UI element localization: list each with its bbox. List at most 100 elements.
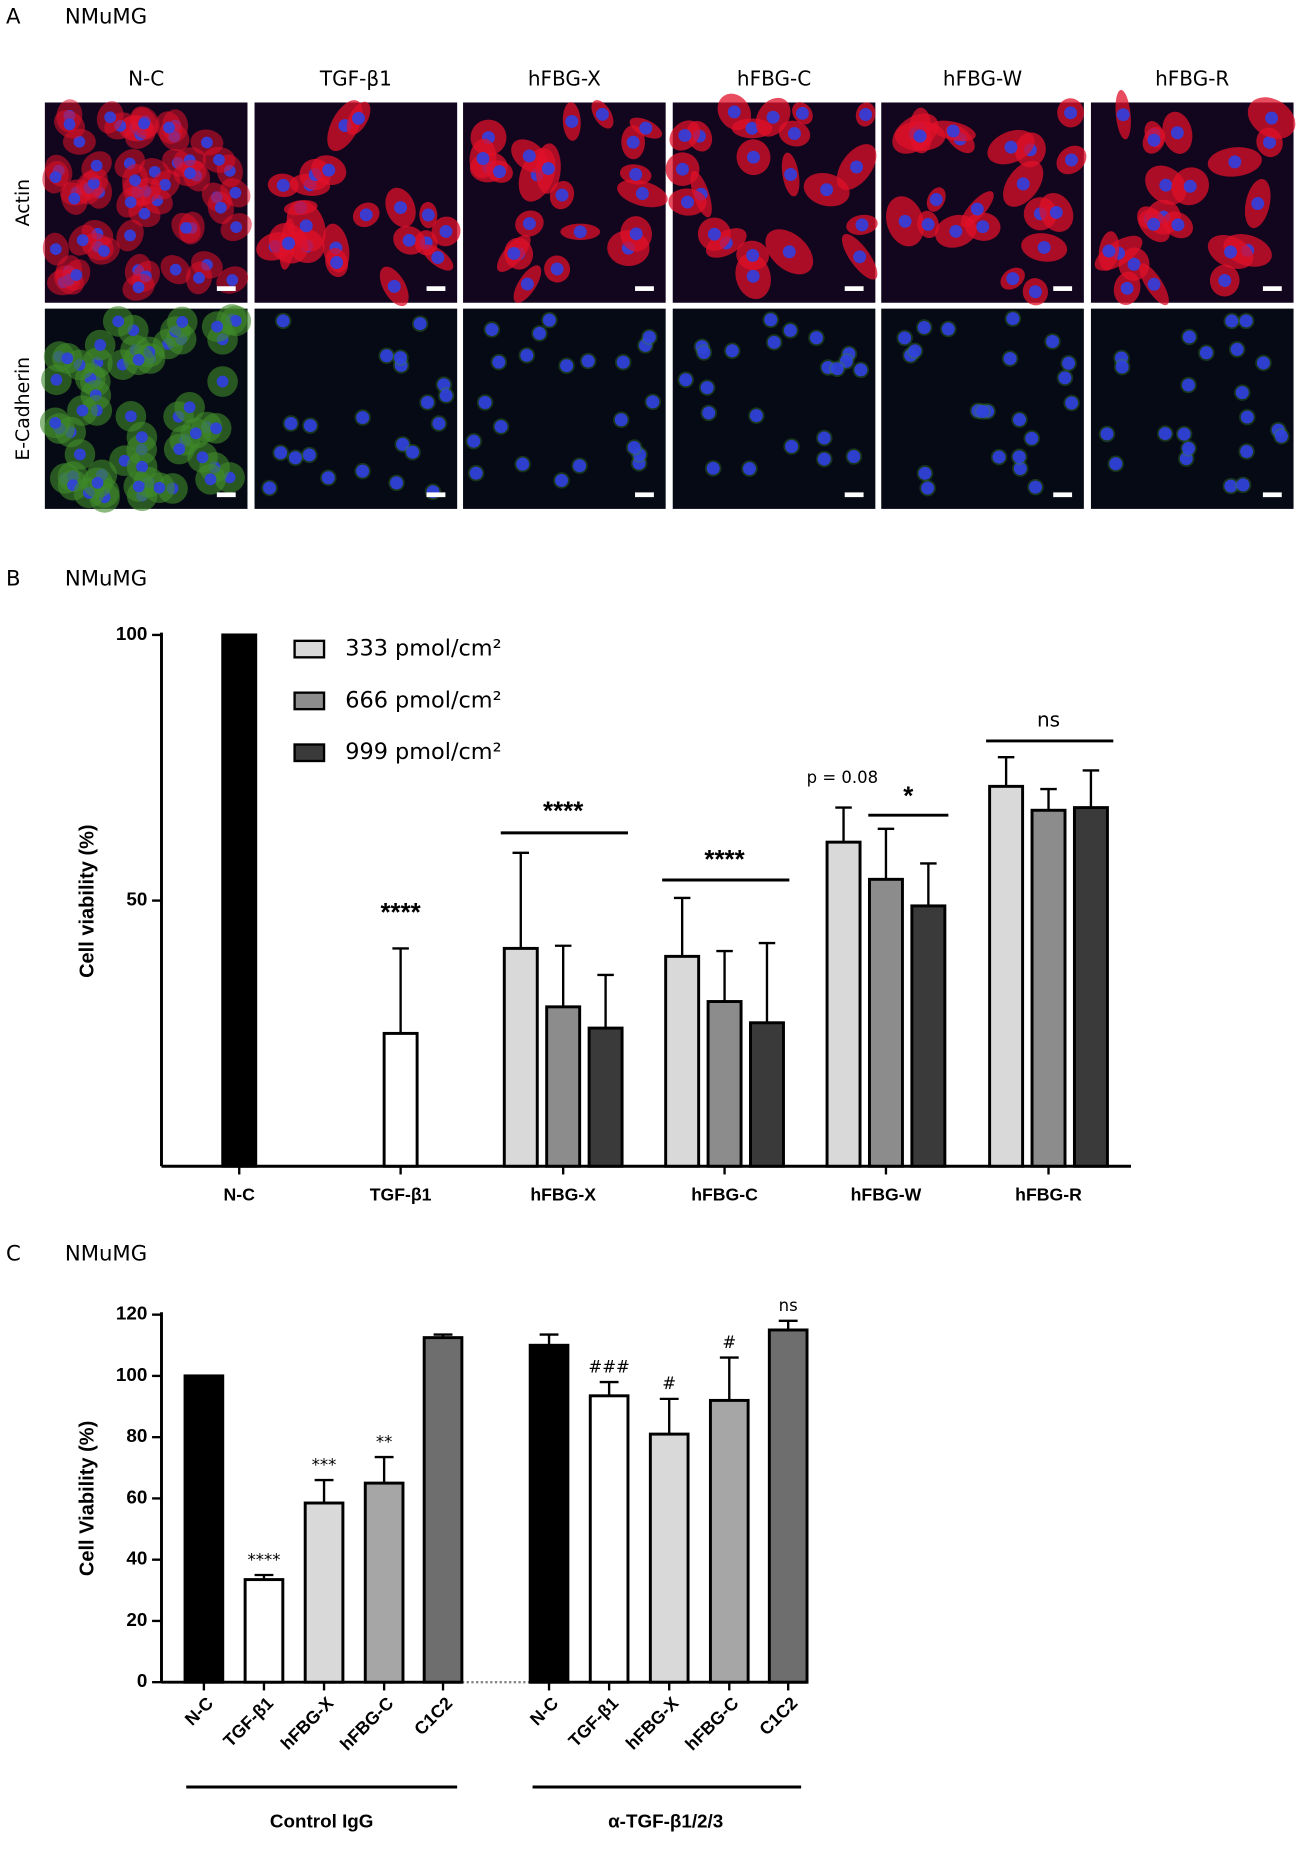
nucleus <box>1064 153 1078 167</box>
nucleus <box>1006 312 1020 326</box>
nucleus <box>1102 244 1116 258</box>
nucleus <box>1006 272 1020 286</box>
error-bar <box>512 851 530 949</box>
nucleus <box>49 171 62 184</box>
panel-label: C <box>6 1241 21 1266</box>
nucleus <box>516 457 530 471</box>
nucleus <box>1183 179 1197 193</box>
nucleus <box>390 476 403 490</box>
nucleus <box>507 246 521 260</box>
nucleus <box>746 269 760 283</box>
nucleus <box>921 481 935 495</box>
nucleus <box>1240 445 1254 458</box>
nucleus <box>707 227 721 241</box>
column-header: TGF-β1 <box>319 67 392 91</box>
nucleus <box>493 165 506 179</box>
nucleus <box>847 450 861 463</box>
nucleus <box>189 427 202 440</box>
nucleus <box>196 451 209 464</box>
nucleus <box>214 201 227 214</box>
nucleus <box>322 163 336 177</box>
x-tick-label: hFBG-C <box>691 1184 758 1204</box>
bar <box>988 784 1025 1168</box>
nucleus <box>76 404 89 417</box>
nucleus <box>929 193 943 207</box>
nucleus <box>132 480 145 493</box>
nucleus <box>356 464 370 478</box>
nucleus <box>1235 386 1249 400</box>
nucleus <box>180 221 192 234</box>
micrograph <box>254 102 458 303</box>
nucleus <box>1182 330 1196 344</box>
x-tick-label: hFBG-R <box>1015 1184 1082 1204</box>
nucleus <box>681 195 694 209</box>
nucleus <box>1147 133 1161 147</box>
nucleus <box>1228 155 1242 169</box>
nucleus <box>560 359 574 373</box>
nucleus <box>420 395 434 409</box>
nucleus <box>132 281 145 294</box>
nucleus <box>63 118 76 131</box>
nucleus <box>124 196 137 209</box>
nucleus <box>359 208 373 222</box>
nucleus <box>330 256 344 270</box>
nucleus <box>1064 106 1078 120</box>
group-label: α-TGF-β1/2/3 <box>608 1810 723 1831</box>
y-tick-label: 0 <box>137 1670 147 1691</box>
x-tick-label: N-C <box>526 1693 563 1730</box>
bar <box>382 1031 419 1168</box>
nucleus <box>782 245 796 259</box>
column-header: N-C <box>128 67 164 91</box>
error-bar <box>1082 769 1100 808</box>
significance-label: ** <box>376 1432 392 1451</box>
nucleus <box>87 177 100 190</box>
error-bar <box>719 1356 739 1401</box>
significance-label: # <box>662 1374 676 1393</box>
nucleus <box>492 355 506 369</box>
error-bar <box>374 1455 394 1484</box>
nucleus <box>439 224 453 238</box>
nucleus <box>431 251 445 264</box>
nucleus <box>176 316 189 328</box>
nucleus <box>469 466 483 480</box>
panel-title: NMuMG <box>65 566 147 591</box>
nucleus <box>992 450 1006 464</box>
nucleus <box>1251 197 1265 211</box>
nucleus <box>356 411 370 425</box>
bar <box>767 1328 809 1684</box>
x-tick-label: hFBG-X <box>622 1693 683 1754</box>
nucleus <box>970 202 984 216</box>
nucleus <box>1240 410 1254 424</box>
bar <box>303 1501 345 1684</box>
nucleus <box>706 461 720 475</box>
nucleus <box>746 248 760 262</box>
nucleus <box>94 339 107 351</box>
x-tick-label: C1C2 <box>755 1693 801 1739</box>
nucleus <box>396 437 410 451</box>
nucleus <box>282 236 296 250</box>
nucleus <box>210 422 223 435</box>
nucleus <box>413 317 427 331</box>
bar <box>749 1021 785 1168</box>
nucleus <box>766 110 780 124</box>
bar <box>183 1374 225 1684</box>
nucleus <box>201 136 213 149</box>
nucleus <box>1159 178 1173 192</box>
x-tick-label: N-C <box>224 1184 256 1204</box>
scale-bar <box>216 492 236 498</box>
nucleus <box>918 466 932 480</box>
scale-bar <box>1262 492 1282 498</box>
nucleus <box>91 476 104 489</box>
nucleus <box>949 224 963 238</box>
nucleus <box>976 405 990 419</box>
nucleus <box>1025 431 1039 445</box>
nucleus <box>276 178 290 192</box>
column-header: hFBG-W <box>943 67 1022 91</box>
error-bar <box>673 896 691 957</box>
y-tick-label: 120 <box>116 1303 147 1324</box>
nucleus <box>193 271 205 284</box>
nucleus <box>917 321 931 334</box>
nucleus <box>627 440 641 454</box>
nucleus <box>229 315 242 327</box>
nucleus <box>1046 335 1060 348</box>
